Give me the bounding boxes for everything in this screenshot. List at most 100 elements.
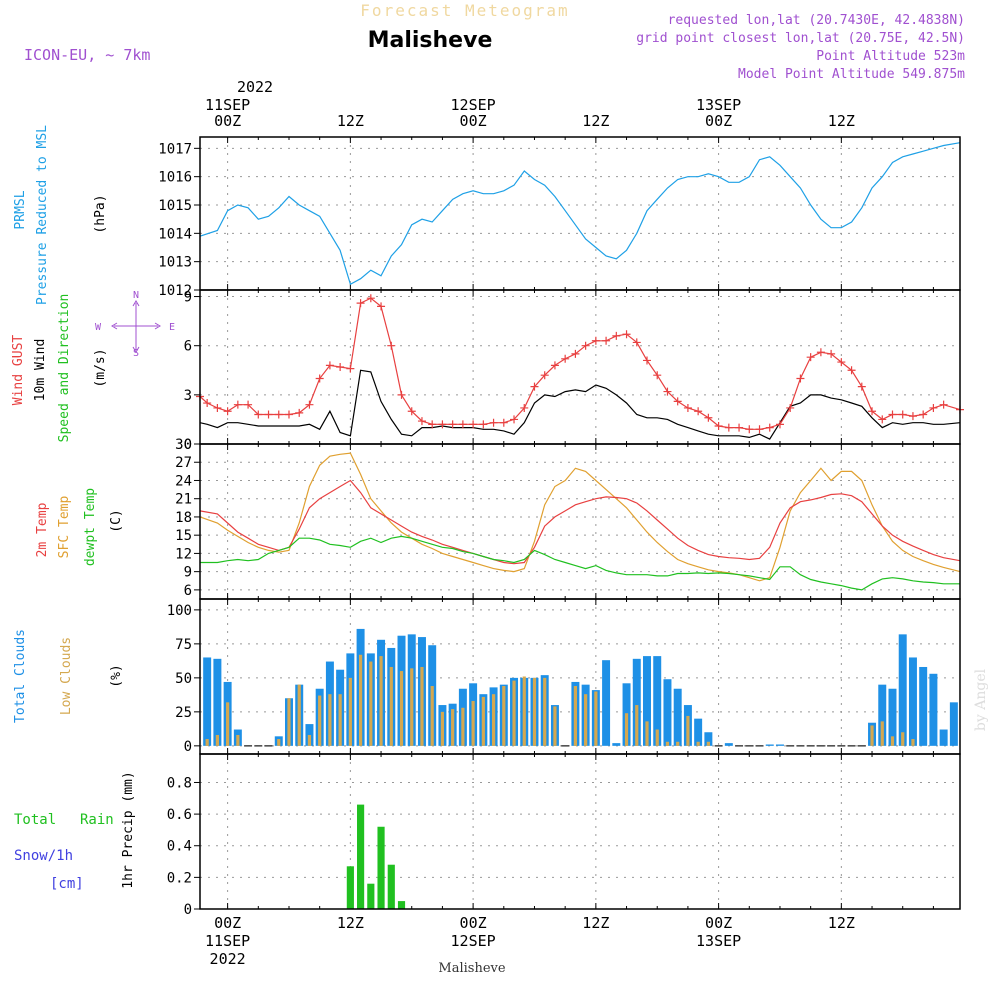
- low-cloud-bar: [410, 668, 414, 746]
- gust-marker: [489, 418, 498, 427]
- gust-marker: [499, 418, 508, 427]
- top-time-label: 13SEP: [696, 96, 741, 114]
- low-cloud-bar: [512, 680, 516, 746]
- panel-frame: [199, 443, 961, 600]
- low-cloud-bar: [676, 741, 680, 746]
- snow-unit-label: [cm]: [50, 876, 84, 892]
- low-cloud-bar: [328, 694, 332, 746]
- panel-pressure: 1012 1013 1014 1015 1016 1017: [158, 136, 961, 299]
- total-cloud-bar: [643, 656, 651, 746]
- top-time-label: 12Z: [828, 112, 855, 130]
- grid-point-coords: grid point closest lon,lat (20.75E, 42.5…: [636, 31, 965, 46]
- side-labels: PRMSL Pressure Reduced to MSL (hPa) Wind…: [11, 125, 175, 892]
- low-cloud-bar: [236, 734, 240, 746]
- y-tick-label: 0.4: [167, 839, 192, 855]
- gust-marker: [806, 353, 815, 362]
- y-tick-label: 18: [175, 510, 192, 526]
- rain-bar: [397, 901, 406, 909]
- low-cloud-bar: [890, 736, 895, 746]
- compass-rose: N S W E: [95, 290, 175, 359]
- gust-marker: [663, 387, 672, 396]
- low-cloud-bar: [297, 684, 301, 746]
- top-time-label: 11SEP: [205, 96, 250, 114]
- y-tick-label: 1012: [158, 283, 192, 299]
- rain-bar: [346, 866, 354, 909]
- gust-marker: [868, 407, 877, 416]
- y-tick-label: 50: [175, 671, 192, 687]
- top-time-label: 12Z: [582, 112, 609, 130]
- total-cloud-bar: [724, 743, 733, 746]
- gust-marker: [898, 410, 907, 419]
- bottom-time-label: 12Z: [828, 914, 855, 932]
- total-cloud-bar: [765, 744, 774, 746]
- low-cloud-bar: [318, 695, 322, 746]
- low-cloud-bar: [911, 739, 915, 746]
- point-altitude: Point Altitude 523m: [816, 49, 965, 64]
- compass-s: S: [133, 348, 139, 359]
- gust-marker: [561, 354, 570, 363]
- t2m-line: [199, 479, 961, 565]
- gust-marker: [878, 415, 887, 424]
- gust-marker: [673, 397, 682, 406]
- gust-marker: [264, 410, 273, 419]
- bottom-time-label: 12SEP: [451, 932, 496, 950]
- gust-marker: [244, 400, 253, 409]
- wind10m-label: 10m Wind: [33, 339, 48, 402]
- panel-wind: 0 3 6 9: [184, 289, 964, 453]
- low-cloud-bar: [645, 721, 649, 746]
- low-cloud-bar: [369, 661, 373, 746]
- y-tick-label: 24: [175, 473, 192, 489]
- total-cloud-bar: [602, 660, 611, 746]
- gust-marker: [295, 408, 304, 417]
- gust-marker: [857, 382, 866, 391]
- low-cloud-bar: [481, 696, 485, 746]
- y-tick-label: 30: [175, 437, 192, 453]
- compass-n: N: [133, 290, 139, 301]
- wind-speed-line: [199, 369, 961, 440]
- rain-bar: [387, 864, 395, 909]
- bottom-time-label: 13SEP: [696, 932, 741, 950]
- gust-marker: [919, 410, 928, 419]
- low-cloud-bar: [307, 734, 312, 746]
- gust-marker: [213, 403, 222, 412]
- footer-location: Malisheve: [438, 961, 505, 976]
- gust-marker: [837, 358, 846, 367]
- gust-marker: [438, 420, 447, 429]
- gust-marker: [602, 336, 611, 345]
- gust-marker: [775, 420, 784, 429]
- top-year: 2022: [237, 78, 273, 96]
- gust-marker: [407, 407, 416, 416]
- low-cloud-bar: [491, 694, 496, 746]
- total-cloud-bar: [878, 684, 887, 746]
- low-cloud-bar: [451, 709, 455, 746]
- y-tick-label: 1015: [158, 198, 192, 214]
- total-cloud-bar: [929, 673, 938, 746]
- low-cloud-bar: [655, 729, 659, 746]
- gust-marker: [622, 330, 631, 339]
- low-cloud-bar: [635, 705, 639, 746]
- gust-marker: [540, 371, 549, 380]
- low-cloud-bar: [226, 702, 230, 746]
- gust-marker: [591, 336, 600, 345]
- gust-marker: [448, 420, 457, 429]
- top-time-label: 00Z: [214, 112, 241, 130]
- gust-marker: [612, 331, 621, 340]
- gust-marker: [816, 348, 825, 357]
- low-cloud-bar: [584, 694, 588, 746]
- gust-marker: [203, 399, 212, 408]
- gust-marker: [581, 341, 590, 350]
- total-cloud-bar: [898, 634, 907, 746]
- y-tick-label: 12: [175, 546, 192, 562]
- total-clouds-label: Total Clouds: [13, 629, 28, 723]
- bottom-time-label: 12Z: [337, 914, 364, 932]
- panel-frame: [199, 753, 961, 910]
- precip-label: 1hr Precip (mm): [121, 771, 136, 888]
- low-cloud-bar: [358, 654, 363, 746]
- total-cloud-bar: [653, 656, 662, 746]
- low-cloud-bar: [430, 686, 434, 746]
- location-title: Malisheve: [368, 28, 493, 53]
- compass-w: W: [95, 322, 102, 333]
- low-cloud-bar: [471, 700, 475, 746]
- gust-marker: [704, 413, 713, 422]
- low-cloud-bar: [706, 741, 710, 746]
